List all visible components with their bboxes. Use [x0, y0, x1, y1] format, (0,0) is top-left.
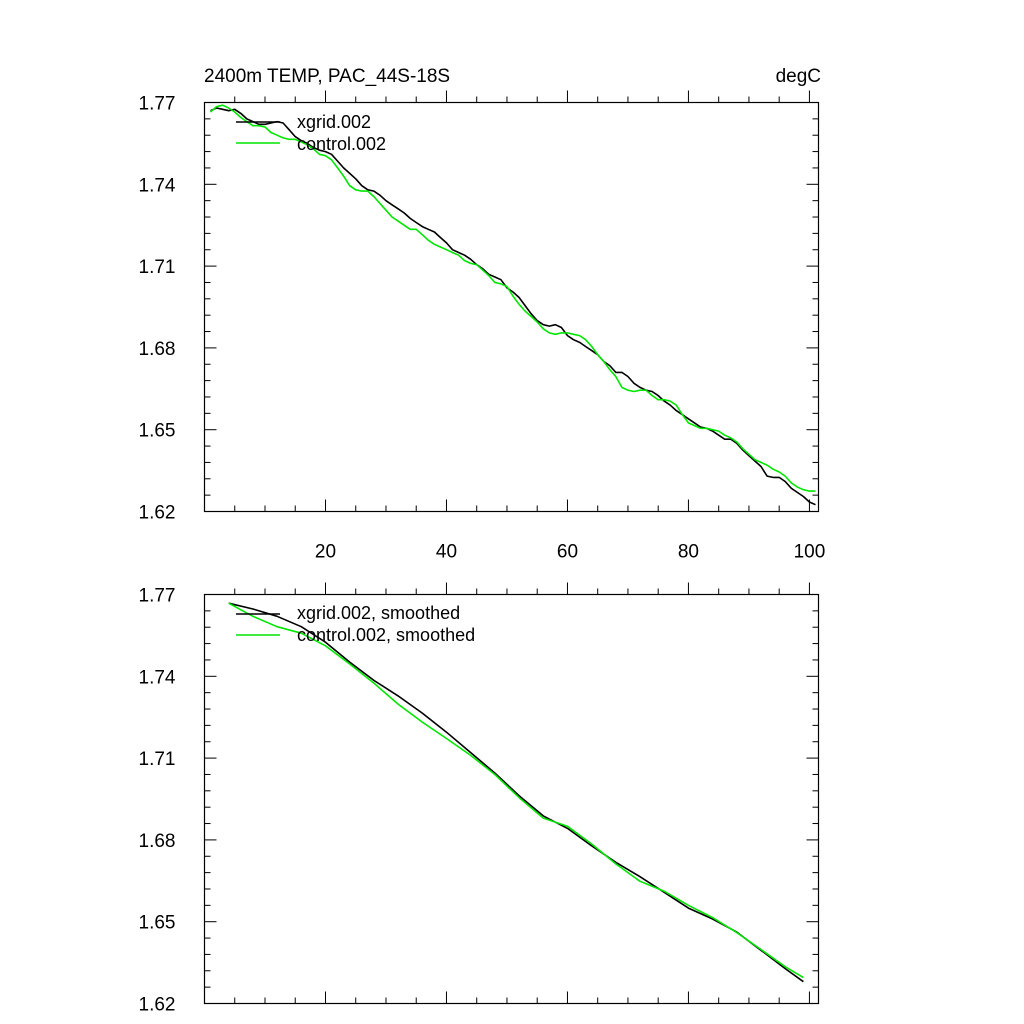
y-tick-labels: 1.62 1.65 1.68 1.71 1.74 1.77 [139, 94, 176, 524]
series-lines [228, 602, 804, 983]
y-tick-label: 1.77 [139, 94, 176, 115]
x-tick-labels: 20 40 60 80 100 [315, 542, 825, 563]
x-tick-label: 80 [678, 542, 699, 563]
x-tick-label: 20 [315, 542, 336, 563]
y-tick-label: 1.62 [139, 503, 176, 524]
series-lines [209, 104, 816, 506]
y-tick-labels: 1.62 1.65 1.68 1.71 1.74 1.77 [139, 586, 176, 1016]
x-tick-label: 100 [794, 542, 826, 563]
y-tick-label: 1.71 [139, 257, 176, 278]
series-line-xgrid-002-smoothed [228, 602, 804, 983]
legend-label-control-smoothed: control.002, smoothed [297, 625, 475, 645]
y-tick-label: 1.77 [139, 586, 176, 607]
legend: xgrid.002 control.002 [236, 112, 386, 154]
y-tick-label: 1.62 [139, 995, 176, 1016]
x-tick-label: 40 [436, 542, 457, 563]
y-tick-label: 1.65 [139, 913, 176, 934]
plot-frame [203, 593, 820, 1005]
legend: xgrid.002, smoothed control.002, smoothe… [236, 603, 475, 645]
plot-frame [203, 101, 820, 513]
y-tick-label: 1.65 [139, 421, 176, 442]
series-line-control-002-smoothed [228, 602, 804, 979]
series-line-xgrid-002 [210, 107, 816, 506]
legend-label-xgrid-smoothed: xgrid.002, smoothed [297, 603, 460, 623]
y-tick-label: 1.71 [139, 749, 176, 770]
y-tick-label: 1.68 [139, 339, 176, 360]
y-tick-label: 1.74 [139, 175, 176, 196]
y-tick-label: 1.74 [139, 667, 176, 688]
chart-units: degC [776, 66, 821, 87]
panel-bottom: 1.62 1.65 1.68 1.71 1.74 1.77 xgrid.002, smoo… [139, 582, 820, 1016]
chart-title: 2400m TEMP, PAC_44S-18S [204, 66, 450, 87]
legend-label-xgrid: xgrid.002 [297, 112, 371, 132]
series-line-control-002 [209, 104, 816, 492]
legend-label-control: control.002 [297, 134, 386, 154]
tick-marks [204, 90, 819, 512]
x-tick-label: 60 [557, 542, 578, 563]
y-tick-label: 1.68 [139, 831, 176, 852]
panel-top: 2400m TEMP, PAC_44S-18S degC 1.621.651.6… [139, 66, 826, 563]
tick-marks [204, 582, 819, 1004]
